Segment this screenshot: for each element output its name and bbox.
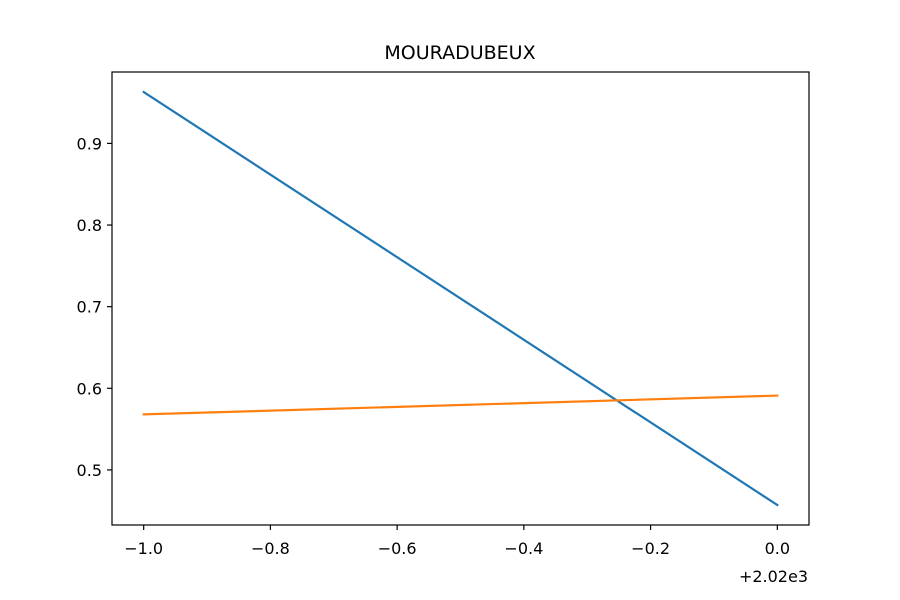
x-tick-label: −0.2: [631, 539, 670, 558]
y-tick-label: 0.8: [77, 216, 102, 235]
series-line-2: [142, 394, 779, 416]
y-tick-label: 0.7: [77, 298, 102, 317]
series-line-1: [142, 90, 779, 507]
x-tick-label: −0.4: [504, 539, 543, 558]
x-tick-label: 0.0: [765, 539, 790, 558]
x-tick-label: −0.8: [251, 539, 290, 558]
axes-layer: −1.0 −0.8 −0.6 −0.4 −0.2 0.0 0.5 0.6 0.7 0.8 0.9: [77, 71, 810, 558]
x-tick-label: −0.6: [378, 539, 417, 558]
y-tick-label: 0.9: [77, 134, 102, 153]
chart-title: MOURADUBEUX: [384, 42, 535, 64]
x-tick-label: −1.0: [124, 539, 163, 558]
plot-frame: [111, 71, 810, 526]
y-tick-label: 0.6: [77, 379, 102, 398]
series-layer: [142, 90, 779, 507]
x-axis-offset-label: +2.02e3: [739, 567, 808, 586]
y-tick-label: 0.5: [77, 461, 102, 480]
